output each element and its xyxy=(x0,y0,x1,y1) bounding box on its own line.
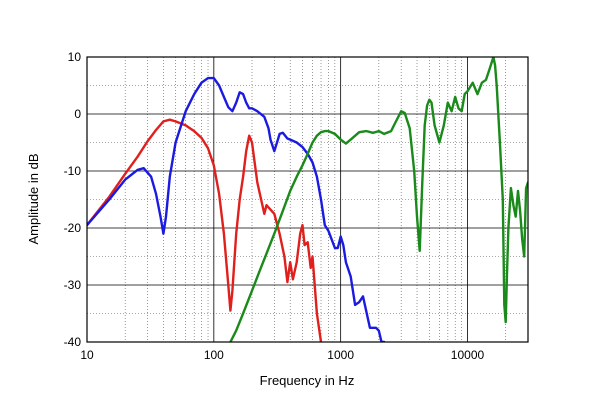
y-tick-labels: 10 0 -10 -20 -30 -40 xyxy=(64,50,82,349)
plot-frame xyxy=(86,56,529,343)
y-tick-label: -10 xyxy=(64,164,82,178)
green-response-line xyxy=(229,57,528,342)
x-tick-label: 10 xyxy=(80,348,94,362)
x-tick-label: 1000 xyxy=(327,348,354,362)
y-tick-label: -30 xyxy=(64,278,82,292)
y-tick-label: -20 xyxy=(64,221,82,235)
major-grid xyxy=(87,57,528,342)
y-tick-label: 0 xyxy=(74,107,81,121)
blue-response-line xyxy=(87,76,386,342)
x-tick-labels: 10 100 1000 10000 xyxy=(80,348,484,362)
x-tick-label: 10000 xyxy=(451,348,485,362)
x-tick-label: 100 xyxy=(204,348,224,362)
series-layer xyxy=(87,57,528,342)
y-tick-label: -40 xyxy=(64,335,82,349)
red-response-line xyxy=(87,118,323,342)
y-tick-label: 10 xyxy=(68,50,82,64)
x-axis-label: Frequency in Hz xyxy=(260,373,355,388)
y-axis-label: Amplitude in dB xyxy=(26,153,41,244)
